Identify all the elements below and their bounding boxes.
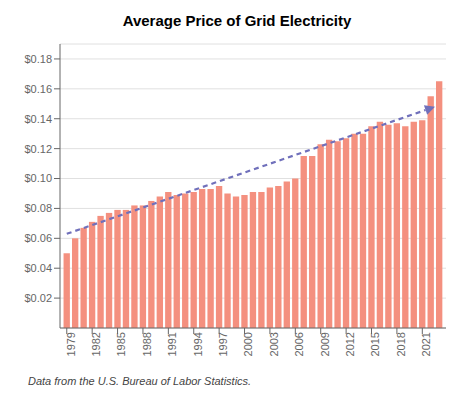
svg-text:1985: 1985 <box>115 332 127 356</box>
svg-text:$0.08: $0.08 <box>24 202 52 214</box>
svg-text:1982: 1982 <box>90 332 102 356</box>
svg-text:2012: 2012 <box>344 332 356 356</box>
svg-text:1994: 1994 <box>192 332 204 356</box>
html-text:Data from the U.S. Bureau of L: Data from the U.S. Bureau of Labor Stati… <box>28 375 252 387</box>
svg-text:$0.10: $0.10 <box>24 172 52 184</box>
svg-text:$0.02: $0.02 <box>24 292 52 304</box>
svg-text:$0.16: $0.16 <box>24 83 52 95</box>
svg-text:$0.06: $0.06 <box>24 232 52 244</box>
svg-text:$0.18: $0.18 <box>24 53 52 65</box>
svg-text:$0.14: $0.14 <box>24 113 52 125</box>
svg-text:$0.04: $0.04 <box>24 262 52 274</box>
svg-text:1988: 1988 <box>141 332 153 356</box>
svg-text:1991: 1991 <box>166 332 178 356</box>
svg-text:2000: 2000 <box>242 332 254 356</box>
svg-text:2003: 2003 <box>268 332 280 356</box>
svg-text:2021: 2021 <box>420 332 432 356</box>
svg-text:$0.12: $0.12 <box>24 143 52 155</box>
svg-text:2009: 2009 <box>319 332 331 356</box>
svg-text:2006: 2006 <box>293 332 305 356</box>
svg-text:1997: 1997 <box>217 332 229 356</box>
svg-text:2015: 2015 <box>369 332 381 356</box>
html-text:Average Price of Grid Electric: Average Price of Grid Electricity <box>122 12 352 29</box>
svg-text:2018: 2018 <box>395 332 407 356</box>
svg-text:1979: 1979 <box>65 332 77 356</box>
